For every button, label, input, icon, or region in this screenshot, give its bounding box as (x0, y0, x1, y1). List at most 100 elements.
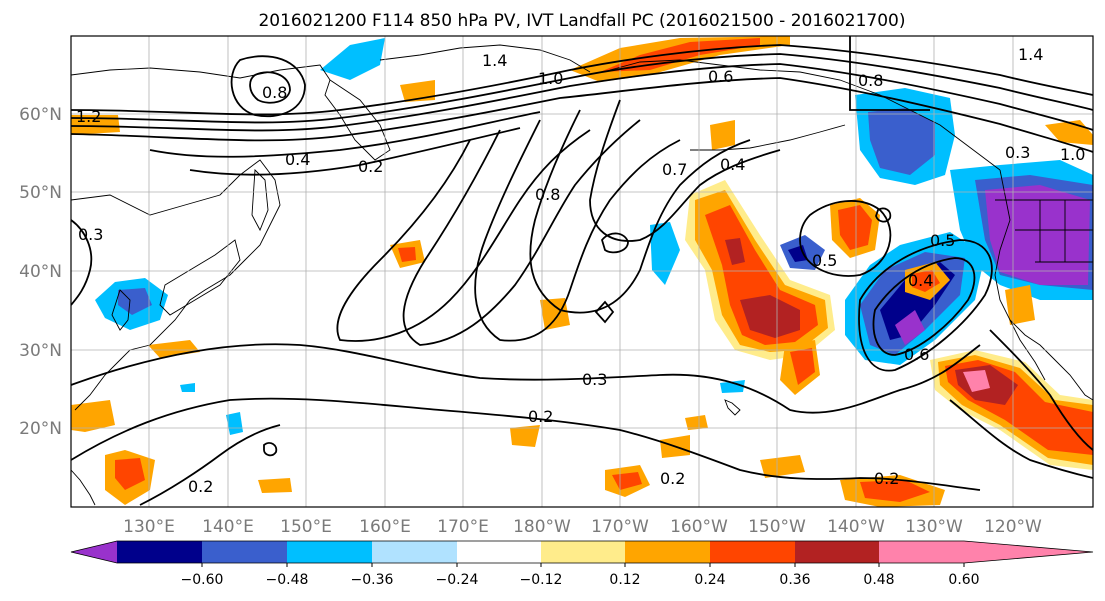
colorbar-segment (879, 541, 964, 563)
contour-label: 0.2 (188, 477, 213, 496)
lon-label: 160°E (359, 517, 411, 537)
shade-positive-lower-4 (760, 455, 805, 478)
lat-label: 20°N (19, 419, 62, 439)
colorbar-segment (710, 541, 795, 563)
contour-mid-02 (71, 397, 981, 491)
colorbar-tick-label: 0.60 (948, 572, 979, 588)
contour-mid-03 (71, 343, 981, 414)
colorbar-segment (372, 541, 457, 563)
contour-label: 1.0 (1060, 145, 1085, 164)
shade-positive-se-pink (963, 370, 990, 392)
contour-east-ring-2 (872, 257, 976, 356)
contour-nw-blob (230, 55, 306, 118)
contour-jet-3 (71, 63, 1093, 132)
colorbar-extend-high (964, 541, 1093, 563)
lon-label: 170°W (591, 517, 649, 537)
contour-label: 0.8 (262, 83, 287, 102)
coastline-korea (111, 289, 131, 331)
coastline-alaska (609, 59, 1001, 171)
shade-negative-small-2 (226, 412, 243, 435)
shade-negative-small-3 (720, 380, 745, 393)
contour-trough-3 (474, 119, 681, 342)
contour-label: 0.6 (708, 67, 733, 86)
contour-label: 0.2 (358, 157, 383, 176)
contour-label: 0.4 (908, 271, 933, 290)
contour-se-1 (989, 329, 1093, 451)
colorbar-segment (287, 541, 372, 563)
lon-label: 150°W (748, 517, 806, 537)
shade-positive-lower-1-red (115, 458, 145, 490)
contour-small-ring-4 (263, 442, 278, 457)
shade-positive-aleut-red-core (838, 205, 872, 250)
lon-label: 170°E (437, 517, 489, 537)
contour-west-1 (71, 219, 93, 306)
colorbar: −0.60 −0.48 −0.36 −0.24 −0.12 0.12 0.24 … (70, 540, 1094, 588)
coastline-state-lines (1015, 200, 1093, 262)
shade-negative-small-4 (180, 383, 195, 392)
contour-label: 0.2 (660, 469, 685, 488)
coastlines (71, 44, 1093, 506)
colorbar-tick-label: 0.48 (863, 572, 894, 588)
shade-positive-mid-ring-core (912, 270, 940, 292)
contour-label: 1.0 (538, 69, 563, 88)
coastline-baja (1009, 319, 1046, 381)
colorbar-segment (625, 541, 710, 563)
colorbar-segment (795, 541, 879, 563)
contour-jet-5 (149, 111, 541, 158)
coastline-kamchatka (324, 79, 391, 161)
lon-label: 120°W (984, 517, 1042, 537)
contour-label: 0.3 (1005, 143, 1030, 162)
coastline-asia (71, 159, 281, 411)
colorbar-segment (457, 541, 541, 563)
contour-aleut-ring (799, 200, 892, 277)
lon-label: 150°E (280, 517, 332, 537)
shade-negative-small-blob-core (788, 245, 808, 262)
shade-positive-lower-3-red (612, 472, 642, 490)
shade-positive-lower-5 (510, 425, 540, 447)
colorbar-tick-label: −0.48 (266, 572, 309, 588)
contour-label: 0.4 (720, 155, 745, 174)
contour-trough-4 (529, 109, 751, 314)
contour-labels: 1.4 1.0 0.6 0.8 1.4 1.0 0.8 0.4 0.2 0.7 … (76, 45, 1085, 496)
contour-jet-6 (189, 127, 521, 176)
shade-positive-mid-5 (71, 400, 115, 432)
shade-positive-north-band-red (600, 38, 760, 72)
colorbar-tick-label: −0.12 (520, 572, 563, 588)
coastline-philippines (71, 469, 96, 506)
lon-label: 140°E (202, 517, 254, 537)
contour-label: 0.5 (930, 231, 955, 250)
colorbar-tick-label: 0.36 (779, 572, 810, 588)
colorbar-extend-low (71, 541, 117, 563)
shade-positive-mid-10 (258, 478, 292, 493)
shade-positive-nw-edge (71, 115, 120, 135)
contour-label: 1.2 (76, 107, 101, 126)
shade-negative-japan-core (118, 288, 152, 315)
contour-label: 0.8 (535, 185, 560, 204)
contour-label: 1.4 (482, 51, 507, 70)
lat-labels: 60°N 50°N 40°N 30°N 20°N (19, 105, 62, 439)
shade-negative-mid-1 (650, 222, 680, 285)
coastline-siberia (379, 44, 591, 73)
contour-se-2 (949, 399, 1093, 479)
shade-positive-mid-7 (710, 120, 735, 150)
shade-positive-mid-9 (1005, 285, 1035, 325)
shade-positive-mid-4-red (790, 348, 815, 385)
contour-east-ring (858, 239, 993, 372)
shade-negative-north (320, 38, 385, 80)
map-frame (70, 35, 1094, 508)
colorbar-segment (541, 541, 625, 563)
shade-negative-aleutian-core (868, 108, 935, 175)
coastline-japan (159, 239, 241, 316)
coastline-east-asia-north (71, 64, 331, 81)
contour-trough-2 (402, 119, 641, 346)
contour-label: 0.3 (78, 225, 103, 244)
contour-jet-2 (71, 53, 1093, 124)
colorbar-segment (202, 541, 287, 563)
colorbar-segment (117, 541, 202, 563)
contour-small-ring-2 (594, 300, 615, 324)
lat-label: 40°N (19, 262, 62, 282)
lon-label: 160°W (670, 517, 728, 537)
shade-negative-arc-purple (895, 310, 925, 345)
lon-label: 180°W (513, 517, 571, 537)
colorbar-tick-label: −0.36 (351, 572, 394, 588)
